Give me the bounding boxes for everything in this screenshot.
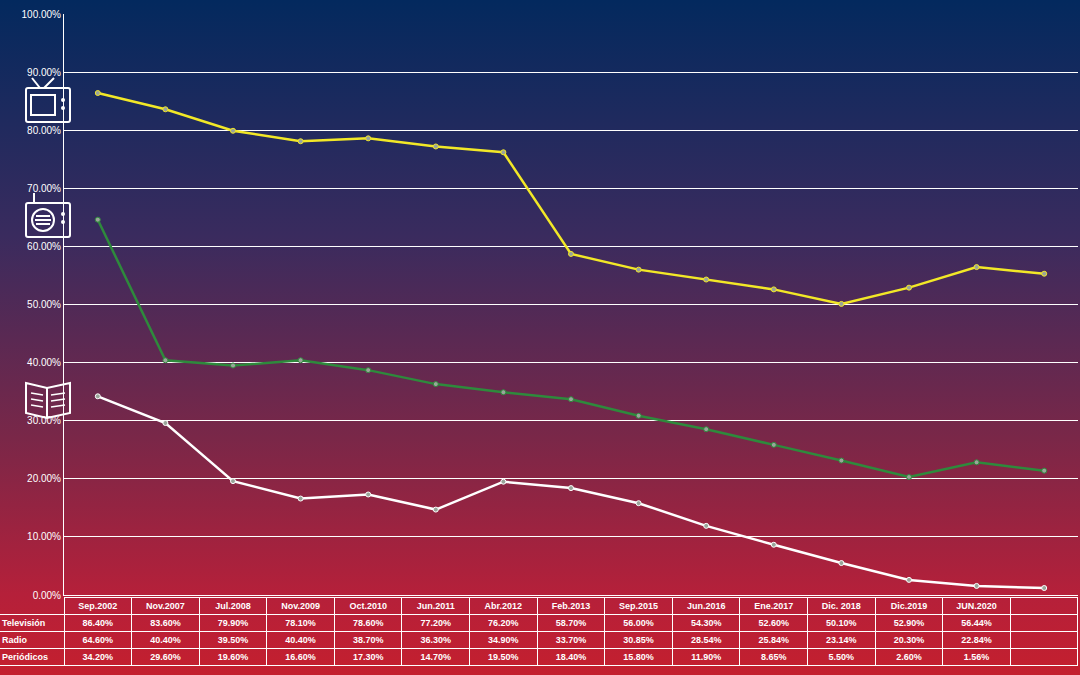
html-text:79.90%: 79.90% (217, 618, 249, 628)
html-text:78.60%: 78.60% (352, 618, 384, 628)
html-text:76.20%: 76.20% (488, 618, 519, 628)
svg-text:80.00%: 80.00% (27, 125, 61, 136)
html-text:22.84%: 22.84% (961, 635, 992, 645)
html-text:Nov.2007: Nov.2007 (146, 601, 185, 611)
html-text:56.00%: 56.00% (623, 618, 654, 628)
html-text:56.44%: 56.44% (961, 618, 992, 628)
html-text:11.90%: 11.90% (691, 652, 722, 662)
html-text:Abr.2012: Abr.2012 (484, 601, 523, 611)
html-text:54.30%: 54.30% (690, 618, 722, 628)
html-text:19.50%: 19.50% (488, 652, 519, 662)
svg-text:60.00%: 60.00% (27, 241, 61, 252)
html-text:19.60%: 19.60% (217, 652, 249, 662)
html-text:52.90%: 52.90% (893, 618, 925, 628)
html-text:16.60%: 16.60% (285, 652, 316, 662)
html-text:77.20%: 77.20% (420, 618, 451, 628)
html-text:20.30%: 20.30% (893, 635, 925, 645)
html-text:Periódicos: Periódicos (2, 652, 48, 662)
html-text:Jun.2016: Jun.2016 (686, 601, 726, 611)
html-text:JUN.2020: JUN.2020 (956, 601, 997, 611)
html-text:29.60%: 29.60% (150, 652, 181, 662)
html-text:25.84%: 25.84% (758, 635, 789, 645)
html-text:34.20%: 34.20% (82, 652, 114, 662)
html-text:30.85%: 30.85% (623, 635, 654, 645)
html-text:18.40%: 18.40% (555, 652, 587, 662)
html-text:50.10%: 50.10% (826, 618, 857, 628)
html-text:Jun.2011: Jun.2011 (416, 601, 455, 611)
svg-text:30.00%: 30.00% (27, 415, 61, 426)
svg-text:90.00%: 90.00% (27, 67, 61, 78)
html-text:Jul.2008: Jul.2008 (215, 601, 251, 611)
html-text:Nov.2009: Nov.2009 (281, 601, 320, 611)
svg-text:70.00%: 70.00% (27, 183, 61, 194)
html-text:1.56%: 1.56% (963, 652, 990, 662)
html-text:Sep.2015: Sep.2015 (619, 601, 659, 611)
html-text:17.30%: 17.30% (352, 652, 384, 662)
html-text:2.60%: 2.60% (896, 652, 922, 662)
html-text:78.10%: 78.10% (285, 618, 316, 628)
html-text:Televisión: Televisión (2, 618, 46, 628)
html-text:39.50%: 39.50% (217, 635, 249, 645)
svg-text:50.00%: 50.00% (27, 299, 61, 310)
html-text:86.40%: 86.40% (82, 618, 114, 628)
html-text:Dic. 2018: Dic. 2018 (821, 601, 861, 611)
html-text:23.14%: 23.14% (826, 635, 857, 645)
html-text:34.90%: 34.90% (488, 635, 519, 645)
html-text:40.40%: 40.40% (150, 635, 181, 645)
html-text:Feb.2013: Feb.2013 (551, 601, 591, 611)
html-text:Oct.2010: Oct.2010 (349, 601, 387, 611)
svg-text:0.00%: 0.00% (33, 590, 61, 601)
html-text:33.70%: 33.70% (555, 635, 587, 645)
html-text:28.54%: 28.54% (690, 635, 722, 645)
html-text:36.30%: 36.30% (420, 635, 451, 645)
svg-text:100.00%: 100.00% (22, 9, 62, 20)
svg-text:10.00%: 10.00% (27, 531, 61, 542)
html-text:14.70%: 14.70% (420, 652, 451, 662)
html-text:58.70%: 58.70% (555, 618, 587, 628)
html-text:40.40%: 40.40% (285, 635, 316, 645)
html-text:38.70%: 38.70% (352, 635, 384, 645)
html-text:8.65%: 8.65% (761, 652, 787, 662)
html-text:Dic.2019: Dic.2019 (890, 601, 928, 611)
html-text:15.80%: 15.80% (623, 652, 654, 662)
html-text:Ene.2017: Ene.2017 (754, 601, 794, 611)
html-text:64.60%: 64.60% (82, 635, 114, 645)
svg-text:40.00%: 40.00% (27, 357, 61, 368)
html-text:Radio: Radio (2, 635, 27, 645)
svg-text:20.00%: 20.00% (27, 473, 61, 484)
html-text:52.60%: 52.60% (758, 618, 789, 628)
html-text:Sep.2002: Sep.2002 (78, 601, 118, 611)
html-text:5.50%: 5.50% (828, 652, 855, 662)
html-text:83.60%: 83.60% (150, 618, 181, 628)
